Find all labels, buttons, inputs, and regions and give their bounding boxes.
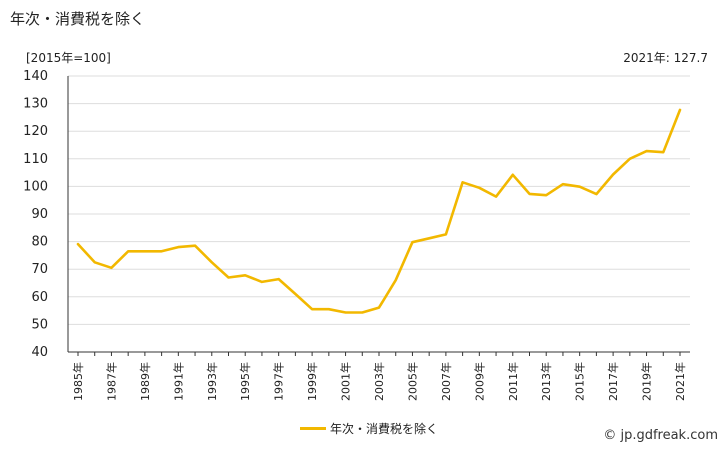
- x-tick-label: 2005年: [405, 362, 419, 401]
- y-tick-label: 70: [31, 262, 48, 277]
- x-tick-label: 1993年: [205, 362, 219, 401]
- x-tick-label: 1985年: [71, 362, 85, 401]
- y-tick-label: 120: [23, 124, 48, 139]
- latest-value-note: 2021年: 127.7: [623, 51, 708, 65]
- x-tick-label: 1991年: [171, 362, 185, 401]
- axes: [67, 76, 690, 356]
- x-tick-labels: 1985年 1987年 1989年 1991年 1993年 1995年 1997年 1999年…: [71, 362, 687, 401]
- grid-lines: [68, 75, 690, 353]
- x-tick-label: 1987年: [104, 362, 118, 401]
- x-tick-label: 2011年: [506, 362, 520, 401]
- x-tick-label: 1995年: [238, 362, 252, 401]
- x-tick-label: 2001年: [339, 362, 353, 401]
- y-tick-label: 140: [23, 69, 48, 84]
- y-tick-labels: 40 50 60 70 80 90 100 110 120 130 140: [23, 69, 48, 360]
- legend: 年次・消費税を除く: [300, 420, 438, 437]
- y-tick-label: 50: [31, 317, 48, 332]
- x-tick-label: 2009年: [472, 362, 486, 401]
- y-tick-label: 90: [31, 207, 48, 222]
- y-tick-label: 100: [23, 179, 48, 194]
- y-tick-label: 110: [23, 152, 48, 167]
- x-tick-label: 1997年: [272, 362, 286, 401]
- y-tick-label: 60: [31, 290, 48, 305]
- series-line: [76, 108, 682, 314]
- x-tick-label: 2021年: [673, 362, 687, 401]
- x-tick-label: 2013年: [539, 362, 553, 401]
- x-tick-label: 1999年: [305, 362, 319, 401]
- x-tick-label: 2015年: [573, 362, 587, 401]
- y-tick-label: 40: [31, 345, 48, 360]
- legend-label: 年次・消費税を除く: [330, 422, 439, 436]
- y-tick-label: 80: [31, 235, 48, 250]
- x-tick-label: 2019年: [640, 362, 654, 401]
- x-tick-label: 2003年: [372, 362, 386, 401]
- series-lines: [76, 108, 682, 314]
- x-tick-label: 2007年: [439, 362, 453, 401]
- x-tick-label: 2017年: [606, 362, 620, 401]
- source-credit: © jp.gdfreak.com: [603, 428, 718, 443]
- legend-swatch: [300, 427, 326, 430]
- y-tick-label: 130: [23, 97, 48, 112]
- chart-title: 年次・消費税を除く: [10, 10, 146, 28]
- y-axis-unit-label: [2015年=100]: [26, 51, 111, 65]
- x-tick-label: 1989年: [138, 362, 152, 401]
